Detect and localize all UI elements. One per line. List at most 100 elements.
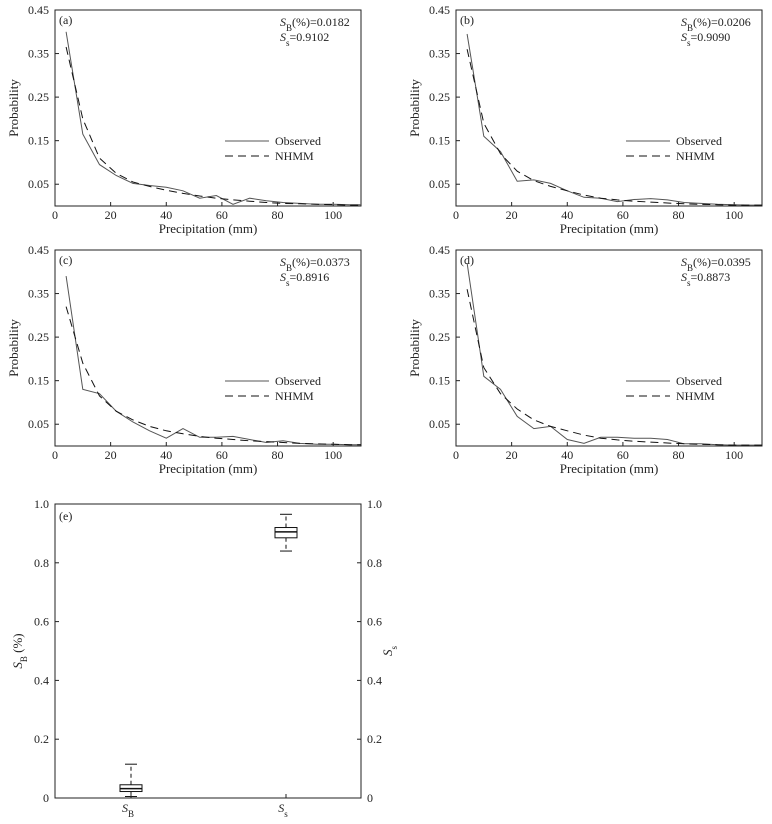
y-tick-label: 0.05 xyxy=(28,417,49,431)
left-y-tick-label: 0.6 xyxy=(34,615,49,629)
x-tick-label: 40 xyxy=(160,208,172,222)
x-axis-title: Precipitation (mm) xyxy=(560,221,659,236)
right-y-axis-title: Ss xyxy=(380,646,399,657)
panel-e: 0 0 0.2 0.2 0.4 0.4 0.6 0.6 0.8 0.8 1.0 1.0 (e) SB (%… xyxy=(10,497,399,819)
panel-b: 0 20 40 60 80 100 0.05 0.15 0.25 0.35 0.45 Precipit… xyxy=(407,3,763,236)
plot-frame xyxy=(54,503,362,799)
y-tick-label: 0.45 xyxy=(28,243,49,257)
x-tick-label: 0 xyxy=(52,448,58,462)
y-tick-label: 0.25 xyxy=(429,90,450,104)
right-y-tick-label: 0.2 xyxy=(367,732,382,746)
x-tick-label: 60 xyxy=(216,208,228,222)
panel-label: (b) xyxy=(460,13,474,27)
y-axis-title: Probability xyxy=(407,79,422,137)
y-axis-title: Probability xyxy=(407,319,422,377)
left-y-tick-label: 1.0 xyxy=(34,497,49,511)
y-tick-label: 0.15 xyxy=(429,374,450,388)
x-tick-label: 60 xyxy=(617,208,629,222)
stat-ss: Ss=0.8916 xyxy=(280,270,329,288)
x-tick-label: 20 xyxy=(506,448,518,462)
y-axis-title: Probability xyxy=(6,319,21,377)
stat-sb: SB(%)=0.0395 xyxy=(681,255,751,273)
series-nhmm xyxy=(466,289,762,446)
left-y-axis-title: SB (%) xyxy=(10,633,29,668)
x-tick-label: SB xyxy=(122,801,134,819)
panel-a: 0 20 40 60 80 100 0.05 0.15 0.25 0.35 0.45 Precipit… xyxy=(6,3,362,236)
series-nhmm xyxy=(65,46,361,206)
y-tick-label: 0.05 xyxy=(429,417,450,431)
x-tick-label: 40 xyxy=(561,208,573,222)
plot-frame xyxy=(455,9,763,207)
y-tick-label: 0.35 xyxy=(429,287,450,301)
x-tick-label: 40 xyxy=(160,448,172,462)
x-tick-label: 80 xyxy=(673,208,685,222)
x-tick-label: 20 xyxy=(105,448,117,462)
stat-ss: Ss=0.9102 xyxy=(280,30,329,48)
panel-label: (c) xyxy=(59,253,72,267)
stat-sb: SB(%)=0.0206 xyxy=(681,15,751,33)
x-tick-label: 20 xyxy=(506,208,518,222)
legend-nhmm-label: NHMM xyxy=(676,389,715,403)
y-tick-label: 0.15 xyxy=(28,374,49,388)
legend-observed-label: Observed xyxy=(676,134,722,148)
panel-c: 0 20 40 60 80 100 0.05 0.15 0.25 0.35 0.45 Precipit… xyxy=(6,243,362,476)
y-tick-label: 0.45 xyxy=(429,3,450,17)
y-tick-label: 0.35 xyxy=(28,47,49,61)
y-tick-label: 0.25 xyxy=(28,90,49,104)
legend-nhmm-label: NHMM xyxy=(275,389,314,403)
x-tick-label: 100 xyxy=(725,208,743,222)
left-y-tick-label: 0.4 xyxy=(34,673,49,687)
left-y-tick-label: 0 xyxy=(43,791,49,805)
y-tick-label: 0.25 xyxy=(28,330,49,344)
x-tick-label: 100 xyxy=(324,448,342,462)
x-tick-label: 40 xyxy=(561,448,573,462)
x-tick-label: 20 xyxy=(105,208,117,222)
x-tick-label: 80 xyxy=(272,208,284,222)
legend-nhmm-label: NHMM xyxy=(676,149,715,163)
y-tick-label: 0.45 xyxy=(28,3,49,17)
right-y-tick-label: 0 xyxy=(367,791,373,805)
stat-ss: Ss=0.8873 xyxy=(681,270,730,288)
legend-observed-label: Observed xyxy=(275,374,321,388)
plot-frame xyxy=(54,249,362,447)
x-tick-label: 60 xyxy=(617,448,629,462)
y-axis-title: Probability xyxy=(6,79,21,137)
x-tick-label: 100 xyxy=(725,448,743,462)
y-tick-label: 0.25 xyxy=(429,330,450,344)
panel-label: (d) xyxy=(460,253,474,267)
panel-label: (e) xyxy=(59,509,72,523)
legend-nhmm-label: NHMM xyxy=(275,149,314,163)
x-tick-label: Ss xyxy=(278,801,288,819)
y-tick-label: 0.15 xyxy=(28,134,49,148)
right-y-tick-label: 0.8 xyxy=(367,556,382,570)
x-tick-label: 0 xyxy=(453,208,459,222)
x-axis-title: Precipitation (mm) xyxy=(159,461,258,476)
x-tick-label: 80 xyxy=(673,448,685,462)
x-tick-label: 60 xyxy=(216,448,228,462)
x-tick-label: 80 xyxy=(272,448,284,462)
x-tick-label: 100 xyxy=(324,208,342,222)
right-y-tick-label: 0.6 xyxy=(367,615,382,629)
plot-frame xyxy=(54,9,362,207)
legend-observed-label: Observed xyxy=(275,134,321,148)
x-axis-title: Precipitation (mm) xyxy=(560,461,659,476)
y-tick-label: 0.35 xyxy=(28,287,49,301)
y-tick-label: 0.35 xyxy=(429,47,450,61)
y-tick-label: 0.45 xyxy=(429,243,450,257)
series-observed xyxy=(466,263,762,446)
stat-ss: Ss=0.9090 xyxy=(681,30,730,48)
series-observed xyxy=(466,33,762,206)
panel-d: 0 20 40 60 80 100 0.05 0.15 0.25 0.35 0.45 Precipit… xyxy=(407,243,763,476)
left-y-tick-label: 0.8 xyxy=(34,556,49,570)
stat-sb: SB(%)=0.0182 xyxy=(280,15,350,33)
x-tick-label: 0 xyxy=(52,208,58,222)
series-nhmm xyxy=(466,49,762,206)
x-tick-label: 0 xyxy=(453,448,459,462)
x-axis-title: Precipitation (mm) xyxy=(159,221,258,236)
series-observed xyxy=(65,276,361,446)
y-tick-label: 0.05 xyxy=(28,177,49,191)
legend-observed-label: Observed xyxy=(676,374,722,388)
panel-label: (a) xyxy=(59,13,72,27)
right-y-tick-label: 0.4 xyxy=(367,673,382,687)
